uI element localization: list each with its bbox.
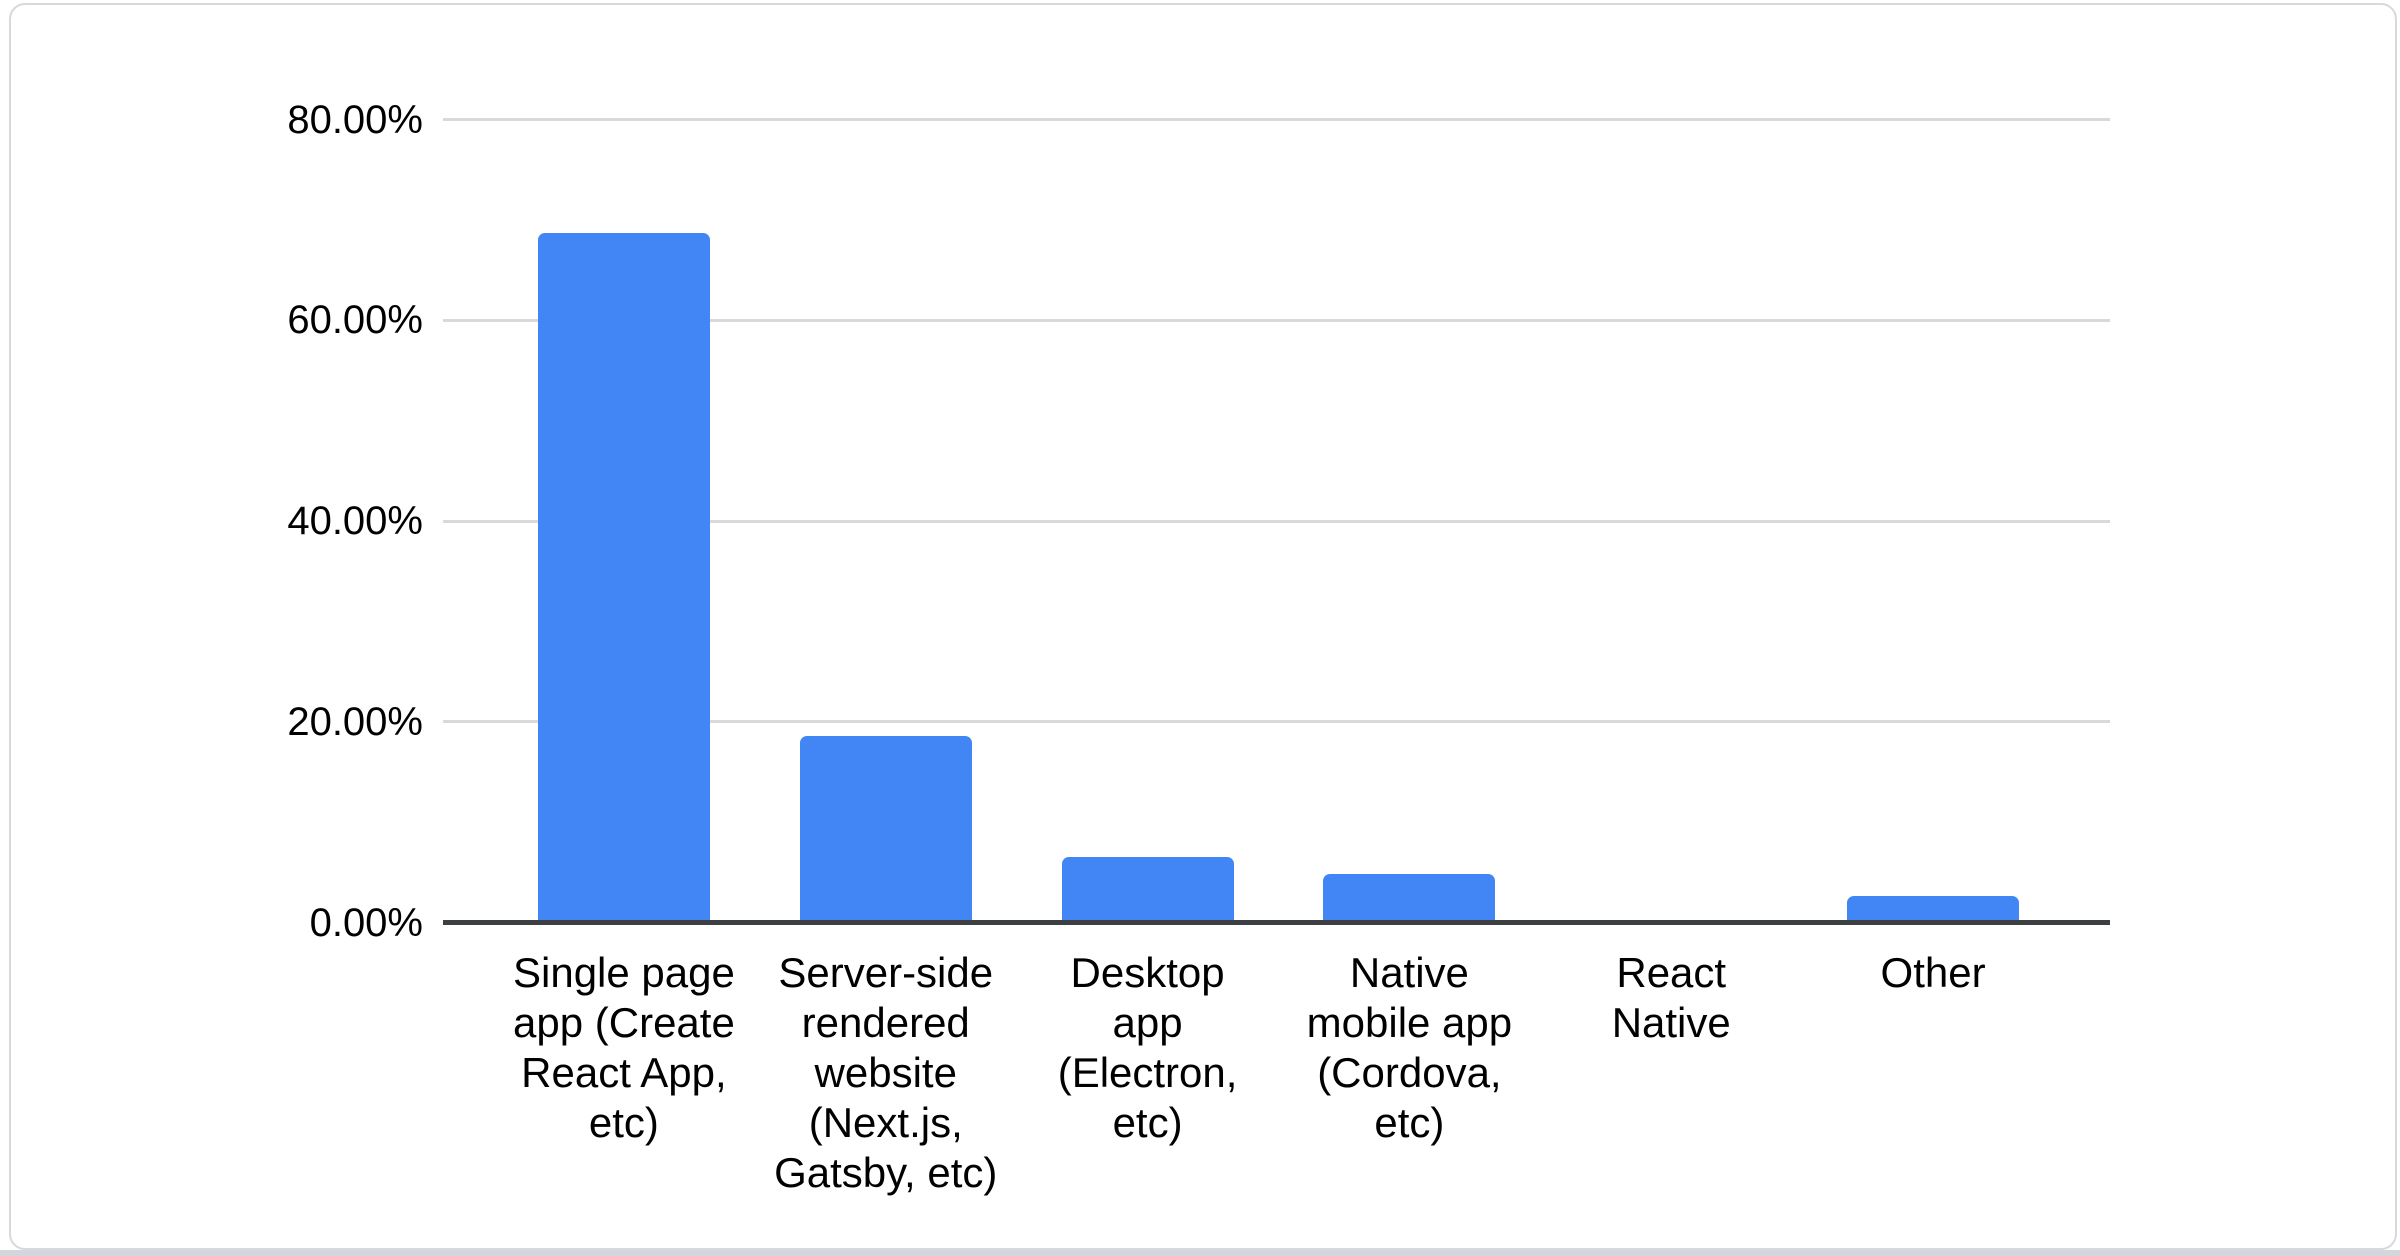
gridline-20 [443,720,2110,724]
chart-card [9,3,2397,1250]
gridline-60 [443,318,2110,322]
y-tick-label-80: 80.00% [287,97,423,142]
x-axis-line [443,920,2110,925]
x-tick-slot-native-mobile-app-cordova-etc: Native mobile app (Cordova, etc) [1278,948,1540,1148]
x-tick-label-native-mobile-app-cordova-etc: Native mobile app (Cordova, etc) [1306,949,1513,1146]
bars-layer [493,117,2064,920]
x-tick-slot-other: Other [1802,948,2064,998]
bar-slot-react-native [1540,117,1802,920]
x-axis-labels: Single page app (Create React App, etc) S… [493,948,2064,1198]
gridline-80 [443,118,2110,121]
gridline-40 [443,519,2110,523]
y-tick-label-0: 0.00% [309,900,423,945]
x-tick-slot-desktop-app-electron-etc: Desktop app (Electron, etc) [1017,948,1279,1148]
x-tick-label-single-page-app-create-react-app-etc: Single page app (Create React App, etc) [512,949,735,1146]
x-tick-label-server-side-rendered-website-next-js-gatsby-etc: Server-side rendered website (Next.js, G… [774,949,998,1196]
bar-slot-server-side-rendered-website-next-js-gatsby-etc [755,117,1017,920]
bar-slot-desktop-app-electron-etc [1017,117,1279,920]
bar-native-mobile-app-cordova-etc[interactable] [1323,874,1496,920]
y-tick-label-40: 40.00% [287,499,423,543]
x-tick-label-desktop-app-electron-etc: Desktop app (Electron, etc) [1057,949,1238,1146]
y-tick-label-60: 60.00% [287,298,423,343]
x-tick-slot-single-page-app-create-react-app-etc: Single page app (Create React App, etc) [493,948,755,1148]
bar-slot-other [1802,117,2064,920]
x-tick-slot-react-native: React Native [1540,948,1802,1048]
bar-other[interactable] [1847,896,2020,920]
x-tick-label-react-native: React Native [1611,949,1731,1046]
page-bottom-edge [0,1250,2400,1256]
bar-server-side-rendered-website-next-js-gatsby-etc[interactable] [799,736,972,920]
bar-slot-native-mobile-app-cordova-etc [1278,117,1540,920]
y-tick-label-20: 20.00% [287,699,423,744]
bar-single-page-app-create-react-app-etc[interactable] [537,233,710,920]
x-tick-slot-server-side-rendered-website-next-js-gatsby-etc: Server-side rendered website (Next.js, G… [755,948,1017,1198]
x-tick-label-other: Other [1880,949,1986,996]
bar-slot-single-page-app-create-react-app-etc [493,117,755,920]
bar-desktop-app-electron-etc[interactable] [1061,857,1234,920]
